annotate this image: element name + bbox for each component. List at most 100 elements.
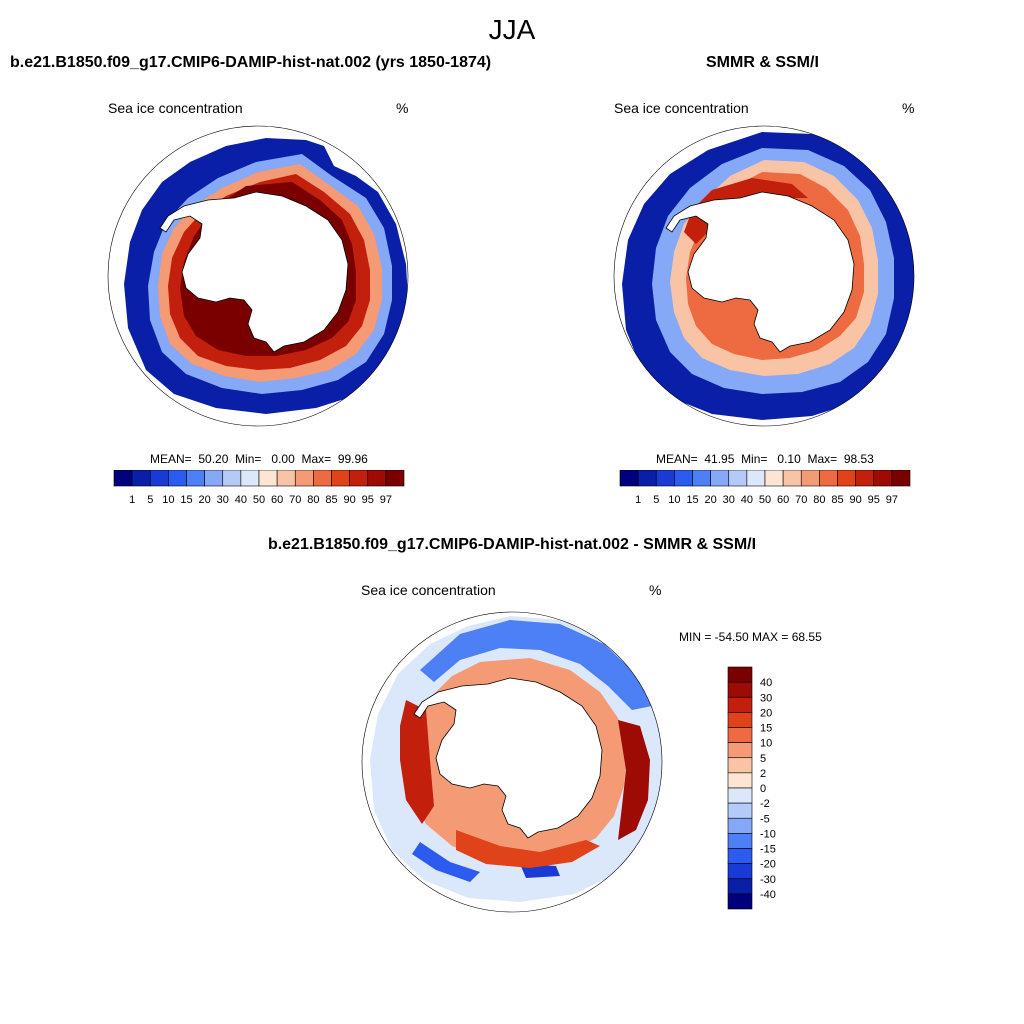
panel3-title: b.e21.B1850.f09_g17.CMIP6-DAMIP-hist-nat… bbox=[267, 536, 757, 553]
panel2-colorbar-swatch bbox=[800, 470, 820, 487]
panel3-colorbar-tick-label: 5 bbox=[760, 753, 766, 765]
panel3-colorbar-tick-label: -2 bbox=[760, 798, 770, 810]
panel1-colorbar-swatch bbox=[349, 470, 369, 487]
panel1-colorbar-tick-label: 50 bbox=[253, 494, 265, 506]
panel3-variable: Sea ice concentration bbox=[361, 582, 496, 598]
panel2-colorbar-tick-label: 70 bbox=[795, 494, 807, 506]
panel3-colorbar-tick-label: 2 bbox=[760, 768, 766, 780]
panel2-colorbar-swatch bbox=[728, 470, 748, 487]
panel1-units: % bbox=[396, 100, 409, 116]
panel2-colorbar-swatch bbox=[764, 470, 784, 487]
panel2-colorbar-tick-label: 1 bbox=[635, 494, 641, 506]
panel3-colorbar-tick-label: -40 bbox=[760, 889, 776, 901]
panel1-title: b.e21.B1850.f09_g17.CMIP6-DAMIP-hist-nat… bbox=[10, 54, 492, 71]
panel3-colorbar-swatch bbox=[727, 833, 753, 849]
panel1-variable: Sea ice concentration bbox=[108, 100, 243, 116]
panel2-colorbar-swatch bbox=[655, 470, 675, 487]
panel2-colorbar-swatch bbox=[710, 470, 730, 487]
panel2-colorbar-tick-label: 5 bbox=[653, 494, 659, 506]
panel3-colorbar-swatch bbox=[727, 696, 753, 713]
panel2-colorbar-swatch bbox=[782, 470, 802, 487]
panel1-colorbar-swatch bbox=[294, 470, 314, 487]
panel2-colorbar-tick-label: 15 bbox=[686, 494, 698, 506]
panel3-map bbox=[361, 611, 663, 913]
panel3-colorbar-tick-label: -15 bbox=[760, 844, 776, 856]
panel1-map bbox=[107, 125, 409, 427]
panel3-colorbar-swatch bbox=[727, 863, 753, 880]
panel1-colorbar-swatch bbox=[131, 470, 151, 487]
panel2-colorbar-swatch bbox=[637, 470, 657, 487]
panel2-colorbar-swatch bbox=[873, 470, 893, 487]
panel3-colorbar-tick-label: -30 bbox=[760, 874, 776, 886]
panel1-colorbar: 1 5 10 15 20 30 40 50 60 70 80 85 90 95 97 bbox=[113, 470, 405, 506]
panel1-colorbar-tick-label: 30 bbox=[217, 494, 229, 506]
panel3-colorbar-swatch bbox=[727, 666, 753, 683]
panel1-colorbar-swatch bbox=[258, 470, 278, 487]
panel3-colorbar-swatch bbox=[727, 817, 753, 834]
panel3-colorbar-tick-label: 15 bbox=[760, 723, 772, 735]
panel3-colorbar-swatch bbox=[727, 757, 753, 774]
panel2-colorbar-swatch bbox=[692, 470, 711, 487]
panel3-diff-positive-west bbox=[400, 700, 434, 824]
panel2-colorbar-tick-label: 30 bbox=[723, 494, 735, 506]
panel3-colorbar-tick-label: -5 bbox=[760, 813, 770, 825]
panel1-colorbar-swatch bbox=[222, 470, 242, 487]
panel1-colorbar-swatch bbox=[276, 470, 296, 487]
panel3-colorbar-swatch bbox=[727, 878, 753, 895]
panel1-colorbar-swatch bbox=[204, 470, 224, 487]
panel2-colorbar-tick-label: 85 bbox=[831, 494, 843, 506]
panel1-colorbar-tick-label: 1 bbox=[129, 494, 135, 506]
panel2-colorbar-swatch bbox=[619, 470, 639, 487]
panel1-colorbar-tick-label: 85 bbox=[325, 494, 337, 506]
panel1-colorbar-tick-label: 40 bbox=[235, 494, 247, 506]
panel3-diff-negative-south bbox=[412, 842, 480, 882]
panel1-colorbar-swatch bbox=[313, 470, 332, 487]
panel3-colorbar-tick-label: 30 bbox=[760, 692, 772, 704]
panel3-colorbar-swatch bbox=[727, 742, 753, 759]
panel1-colorbar-tick-label: 95 bbox=[362, 494, 374, 506]
panel3-colorbar-tick-label: -20 bbox=[760, 859, 776, 871]
panel1-colorbar-swatch bbox=[331, 470, 350, 487]
panel2-colorbar-tick-label: 90 bbox=[850, 494, 862, 506]
panel2-colorbar-tick-label: 60 bbox=[777, 494, 789, 506]
panel1-colorbar-swatch bbox=[240, 470, 260, 487]
panel2-colorbar-swatch bbox=[891, 470, 911, 487]
panel2-colorbar-tick-label: 80 bbox=[813, 494, 825, 506]
panel2-stats: MEAN= 41.95 Min= 0.10 Max= 98.53 bbox=[656, 452, 874, 466]
panel2-colorbar-swatch bbox=[855, 470, 875, 487]
panel1-colorbar-swatch bbox=[113, 470, 133, 487]
panel2-colorbar: 1 5 10 15 20 30 40 50 60 70 80 85 90 95 97 bbox=[619, 470, 911, 506]
panel1-colorbar-swatch bbox=[168, 470, 187, 487]
panel3-minmax: MIN = -54.50 MAX = 68.55 bbox=[679, 630, 822, 644]
panel1-colorbar-swatch bbox=[186, 470, 205, 487]
panel2-colorbar-swatch bbox=[674, 470, 693, 487]
panel1-antarctica bbox=[159, 191, 349, 353]
panel2-units: % bbox=[902, 100, 915, 116]
panel2-colorbar-swatch bbox=[819, 470, 838, 487]
panel1-colorbar-tick-label: 97 bbox=[380, 494, 392, 506]
panel3-colorbar-swatch bbox=[727, 681, 753, 698]
panel2-map bbox=[613, 125, 915, 427]
panel2-colorbar-tick-label: 40 bbox=[741, 494, 753, 506]
panel3-colorbar-swatch bbox=[727, 893, 753, 910]
panel2-colorbar-tick-label: 95 bbox=[868, 494, 880, 506]
panel1-colorbar-tick-label: 80 bbox=[307, 494, 319, 506]
panel2-title: SMMR & SSM/I bbox=[706, 54, 819, 71]
panel3-diff-positive-east bbox=[618, 720, 650, 840]
panel3-colorbar-swatch bbox=[727, 787, 753, 804]
panel3-diff-positive-south bbox=[456, 830, 600, 868]
panel1-colorbar-tick-label: 10 bbox=[162, 494, 174, 506]
panel3-colorbar-swatch bbox=[727, 848, 753, 864]
panel1-colorbar-swatch bbox=[149, 470, 169, 487]
panel2-antarctica bbox=[665, 191, 855, 353]
panel3-colorbar-tick-label: -10 bbox=[760, 828, 776, 840]
panel3-colorbar-tick-label: 40 bbox=[760, 677, 772, 689]
panel3-antarctica bbox=[413, 677, 603, 839]
panel1-colorbar-swatch bbox=[367, 470, 387, 487]
panel3-colorbar-swatch bbox=[727, 802, 753, 819]
panel1-stats: MEAN= 50.20 Min= 0.00 Max= 99.96 bbox=[150, 452, 368, 466]
panel2-colorbar-tick-label: 10 bbox=[668, 494, 680, 506]
panel2-colorbar-swatch bbox=[837, 470, 856, 487]
season-title: JJA bbox=[488, 14, 536, 45]
